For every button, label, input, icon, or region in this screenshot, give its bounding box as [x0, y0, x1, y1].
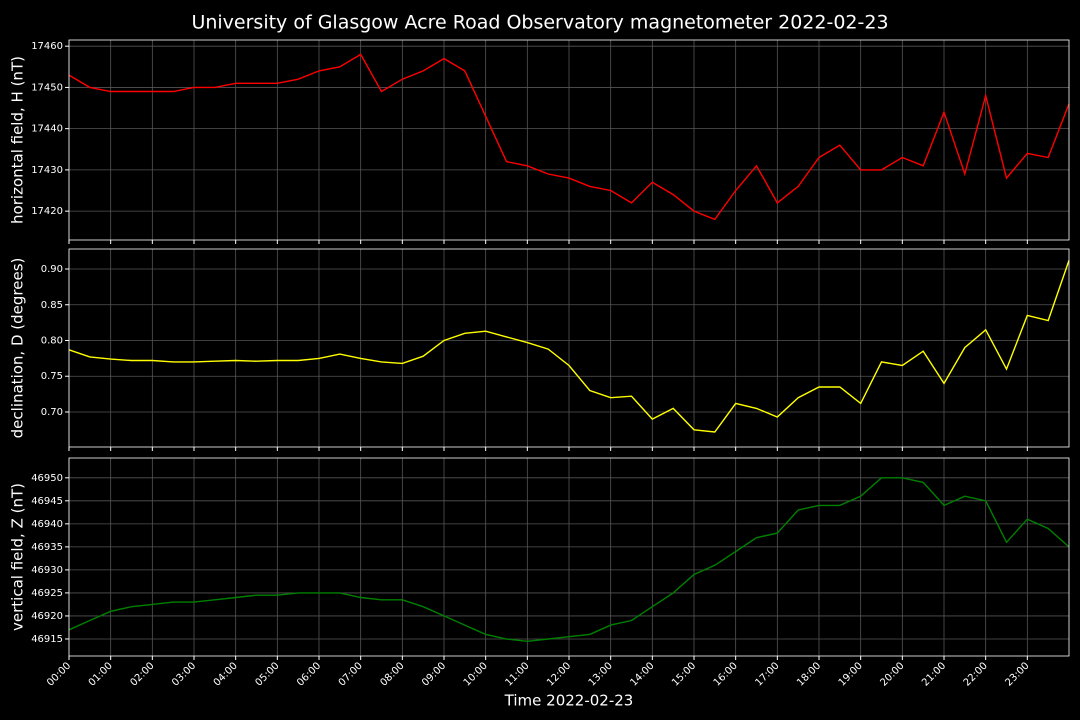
data-line	[68, 260, 1070, 433]
plot-frame	[68, 39, 1070, 241]
x-axis-label: Time 2022-02-23	[504, 692, 634, 710]
x-tick-label: 21:00	[920, 660, 948, 688]
y-tick-label: 46915	[31, 634, 63, 645]
x-tick-label: 09:00	[420, 660, 448, 688]
y-tick-label: 46925	[31, 588, 63, 599]
y-tick-label: 46950	[31, 473, 63, 484]
y-tick-label: 0.75	[41, 371, 63, 382]
x-tick-label: 05:00	[253, 660, 281, 688]
y-tick-label: 0.80	[41, 335, 63, 346]
data-line	[68, 53, 1070, 221]
x-tick-label: 19:00	[837, 660, 865, 688]
x-tick-label: 15:00	[670, 660, 698, 688]
y-tick-label: 46930	[31, 565, 63, 576]
x-tick-label: 14:00	[628, 660, 656, 688]
x-tick-label: 11:00	[503, 660, 531, 688]
y-axis-label: vertical field, Z (nT)	[9, 483, 27, 631]
x-tick-label: 10:00	[462, 660, 490, 688]
y-tick-label: 0.85	[41, 300, 63, 311]
x-tick-label: 03:00	[170, 660, 198, 688]
y-tick-label: 0.90	[41, 264, 63, 275]
x-tick-label: 07:00	[337, 660, 365, 688]
x-tick-label: 00:00	[45, 660, 73, 688]
x-tick-label: 08:00	[378, 660, 406, 688]
y-tick-label: 46935	[31, 542, 63, 553]
x-tick-label: 04:00	[212, 660, 240, 688]
x-tick-label: 16:00	[712, 660, 740, 688]
x-tick-label: 22:00	[962, 660, 990, 688]
plot-frame	[68, 248, 1070, 448]
y-axis-label: declination, D (degrees)	[9, 258, 27, 439]
figure-title: University of Glasgow Acre Road Observat…	[191, 12, 888, 34]
y-tick-label: 17430	[31, 165, 63, 176]
y-tick-label: 46940	[31, 519, 63, 530]
y-tick-label: 17440	[31, 124, 63, 135]
x-tick-label: 13:00	[587, 660, 615, 688]
y-tick-label: 17460	[31, 41, 63, 52]
x-tick-label: 01:00	[87, 660, 115, 688]
x-tick-label: 12:00	[545, 660, 573, 688]
y-tick-label: 46920	[31, 611, 63, 622]
x-tick-label: 17:00	[753, 660, 781, 688]
x-tick-label: 23:00	[1003, 660, 1031, 688]
x-tick-label: 06:00	[295, 660, 323, 688]
y-axis-label: horizontal field, H (nT)	[9, 56, 27, 224]
plot-frame	[68, 457, 1070, 657]
y-tick-label: 0.70	[41, 407, 63, 418]
y-tick-label: 17450	[31, 82, 63, 93]
x-tick-label: 18:00	[795, 660, 823, 688]
x-tick-label: 20:00	[878, 660, 906, 688]
y-tick-label: 46945	[31, 496, 63, 507]
data-line	[68, 477, 1070, 643]
x-tick-label: 02:00	[128, 660, 156, 688]
y-tick-label: 17420	[31, 206, 63, 217]
